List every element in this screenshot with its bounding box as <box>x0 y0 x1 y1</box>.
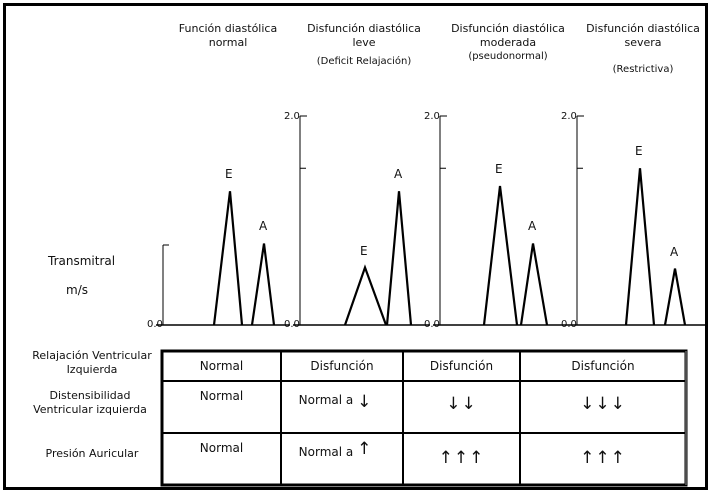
ytick-max-panel3: 2.0 <box>424 111 440 122</box>
header-severa: Disfunción diastólica severa (Restrictiv… <box>582 22 704 77</box>
a-label-panel3: A <box>528 219 537 234</box>
ytick-max-panel2: 2.0 <box>284 111 300 122</box>
row-label-distensibilidad: Distensibilidad Ventricular izquierda <box>18 389 162 417</box>
e-label-panel3: E <box>495 162 503 176</box>
header-leve-line3: (Deficit Relajación) <box>316 56 412 67</box>
header-leve-line1: Disfunción diastólica <box>307 22 421 35</box>
cell-distensibilidad-normal: Normal <box>199 389 244 403</box>
cell-presion-normal: Normal <box>199 441 244 455</box>
a-label-panel1: A <box>259 219 268 234</box>
a-wave-panel3 <box>519 243 549 326</box>
e-label-panel4: E <box>635 144 643 159</box>
ytick-0-panel3: 0.0 <box>424 319 440 330</box>
row-label-relajacion-line2: Izquierda <box>66 363 118 376</box>
row-label-distensibilidad-line1: Distensibilidad <box>49 389 131 402</box>
cell-relajacion-normal: Normal <box>199 359 244 373</box>
cell-relajacion-severa: Disfunción <box>571 359 635 373</box>
presion-leve-text: Normal a <box>298 445 354 459</box>
cell-relajacion-leve: Disfunción <box>310 359 374 373</box>
header-leve-line2: leve <box>352 36 376 49</box>
a-wave-panel2 <box>385 191 413 326</box>
ytick-0-panel1: 0.0 <box>147 319 163 330</box>
header-moderada-line2: moderada <box>479 36 537 49</box>
e-wave-panel3 <box>482 185 519 326</box>
ytick-0-panel2: 0.0 <box>284 319 300 330</box>
header-moderada-line3: (pseudonormal) <box>468 51 548 62</box>
row-label-relajacion: Relajación Ventricular Izquierda <box>22 349 162 377</box>
cell-relajacion-moderada: Disfunción <box>429 359 494 373</box>
row-label-presion-line1: Presión Auricular <box>45 447 139 460</box>
row-label-presion: Presión Auricular <box>22 447 162 461</box>
e-wave-panel2 <box>343 264 388 326</box>
a-wave-panel4 <box>663 268 687 326</box>
cell-distensibilidad-severa: ↓↓↓ <box>580 394 626 414</box>
a-label-panel4: A <box>670 244 679 259</box>
cell-distensibilidad-moderada: ↓↓ <box>446 394 477 414</box>
e-wave-panel1 <box>212 191 244 326</box>
header-normal-line1: Función diastólica <box>178 22 278 35</box>
header-severa-line1: Disfunción diastólica <box>586 22 700 35</box>
header-leve: Disfunción diastólica leve (Deficit Rela… <box>298 22 430 69</box>
header-normal-line2: normal <box>208 36 248 49</box>
header-normal: Función diastólica normal <box>163 22 293 50</box>
transmitral-unit: m/s <box>66 283 88 297</box>
header-severa-line3: (Restrictiva) <box>612 64 674 75</box>
figure-frame <box>3 3 708 490</box>
cell-presion-moderada: ↑↑↑ <box>438 448 485 468</box>
distensibilidad-leve-text: Normal a <box>298 393 354 407</box>
header-severa-line2: severa <box>624 36 662 49</box>
e-label-panel2: E <box>360 243 368 258</box>
header-moderada-line1: Disfunción diastólica <box>451 22 565 35</box>
e-wave-panel4 <box>624 168 656 326</box>
transmitral-label: Transmitral <box>48 254 116 268</box>
row-label-distensibilidad-line2: Ventricular izquierda <box>33 403 147 416</box>
e-label-panel1: E <box>225 167 233 182</box>
arrow-down-icon: ↓ <box>357 392 372 412</box>
a-wave-panel1 <box>250 243 276 326</box>
cell-distensibilidad-leve: Normal a ↓ <box>290 389 380 412</box>
a-label-panel2: A <box>394 167 403 182</box>
header-moderada: Disfunción diastólica moderada (pseudono… <box>438 22 578 64</box>
ytick-max-panel4: 2.0 <box>561 111 577 122</box>
cell-presion-severa: ↑↑↑ <box>580 448 626 468</box>
cell-presion-leve: Normal a ↑ <box>290 439 380 461</box>
row-label-relajacion-line1: Relajación Ventricular <box>32 349 152 362</box>
arrow-up-icon: ↑ <box>357 439 372 459</box>
